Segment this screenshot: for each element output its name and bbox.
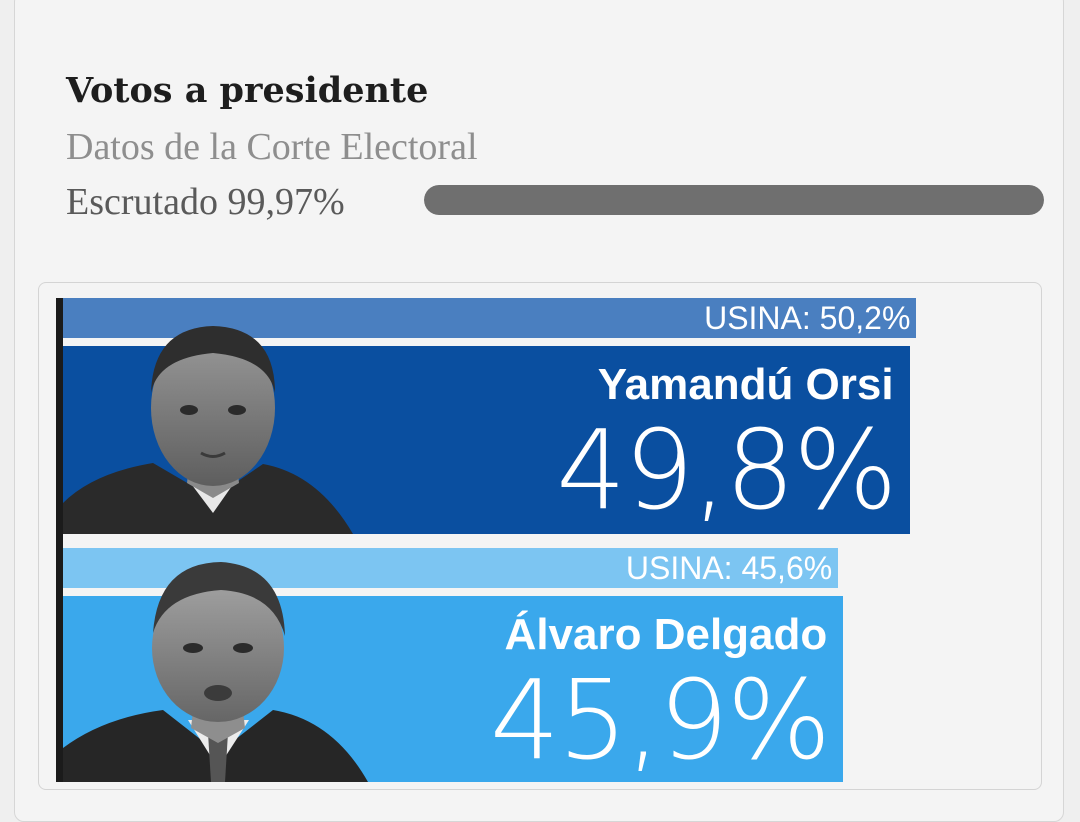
chart-subtitle: Datos de la Corte Electoral <box>66 126 478 168</box>
scrutiny-progress-fill <box>424 185 1044 215</box>
candidate-portrait-orsi-icon <box>63 326 353 534</box>
usina-label-orsi: USINA: 50,2% <box>704 300 911 336</box>
candidate-percent-delgado: 45,9% <box>489 656 831 784</box>
chart-title: Votos a presidente <box>66 70 429 111</box>
usina-label-delgado: USINA: 45,6% <box>625 550 833 586</box>
candidate-name-delgado: Álvaro Delgado <box>504 610 828 659</box>
candidate-percent-orsi: 49,8% <box>556 406 897 534</box>
scrutiny-progress-label: Escrutado 99,97% <box>66 181 345 223</box>
candidate-portrait-delgado-icon <box>63 562 368 782</box>
scrutiny-progress-bar <box>424 185 1044 215</box>
chart-baseline <box>56 298 63 782</box>
candidate-name-orsi: Yamandú Orsi <box>597 360 894 409</box>
usina-bar-orsi: USINA: 50,2% <box>63 298 917 338</box>
